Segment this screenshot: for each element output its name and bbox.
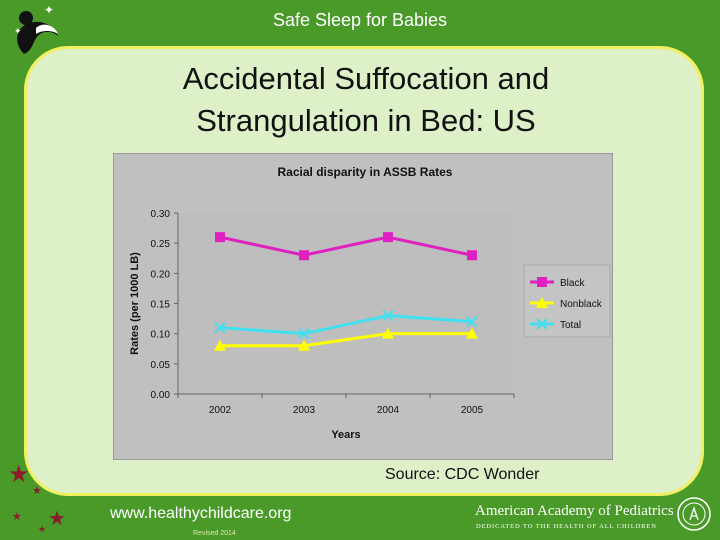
data-point-nonblack [214,339,226,351]
star-icon: ★ [48,508,66,530]
aap-seal-icon [677,497,711,531]
x-tick-label: 2002 [209,405,232,416]
x-tick-label: 2003 [293,405,316,416]
y-axis-label: Rates (per 1000 LB) [129,252,141,355]
chart-container: Racial disparity in ASSB Rates 0.30 0.25 0.… [113,153,613,460]
data-point-black [299,250,309,261]
header-title: Safe Sleep for Babies [272,10,448,30]
aap-tagline: DEDICATED TO THE HEALTH OF ALL CHILDREN [476,523,657,530]
aap-name: American Academy of Pediatrics [475,503,674,519]
series-line-nonblack [220,332,472,348]
legend-marker-black [537,277,547,287]
series-line-black [219,235,473,257]
data-point-black [467,250,477,261]
star-icon: ★ [12,511,22,523]
slide-title-line1: Accidental Suffocation and [182,61,550,96]
data-point-total [214,321,226,334]
legend-label-nonblack: Nonblack [560,299,603,310]
slide-title: Accidental Suffocation and Strangulation… [60,58,672,142]
legend-marker-total [536,318,548,330]
source-text: Source: CDC Wonder [385,466,540,483]
legend-label-black: Black [560,278,585,289]
star-icon: ★ [32,485,42,497]
y-tick-label: 0.05 [151,360,171,371]
x-tick-label: 2005 [461,405,484,416]
chart-title: Racial disparity in ASSB Rates [278,165,453,179]
star-icon: ★ [8,461,30,488]
series-line-total [219,314,473,336]
data-point-nonblack [382,327,394,339]
footer-url-link[interactable]: www.healthychildcare.org [110,505,292,522]
line-chart: Racial disparity in ASSB Rates 0.30 0.25 0.… [129,165,611,441]
data-point-total [298,327,310,340]
y-tick-label: 0.15 [151,300,171,311]
y-tick-label: 0.20 [151,269,171,280]
svg-text:✦: ✦ [14,27,22,37]
y-tick-label: 0.25 [151,239,171,250]
slide-title-line2: Strangulation in Bed: US [196,103,536,138]
mother-baby-logo-icon: ✦ ✦ [14,3,58,55]
revised-text: Revised 2014 [193,530,236,537]
x-tick-label: 2004 [377,405,400,416]
data-point-total [466,315,478,328]
y-tick-label: 0.30 [151,209,171,220]
y-tick-label: 0.00 [151,390,171,401]
data-point-black [383,232,393,243]
data-point-nonblack [466,327,478,339]
plot-area [178,213,514,394]
x-axis-label: Years [331,429,360,441]
data-point-nonblack [298,339,310,351]
legend-label-total: Total [560,320,581,331]
y-tick-label: 0.10 [151,330,171,341]
legend-marker-nonblack [536,297,548,308]
star-icon: ★ [38,524,47,534]
data-point-total [382,309,394,322]
data-point-black [215,232,225,243]
svg-text:✦: ✦ [44,3,54,17]
